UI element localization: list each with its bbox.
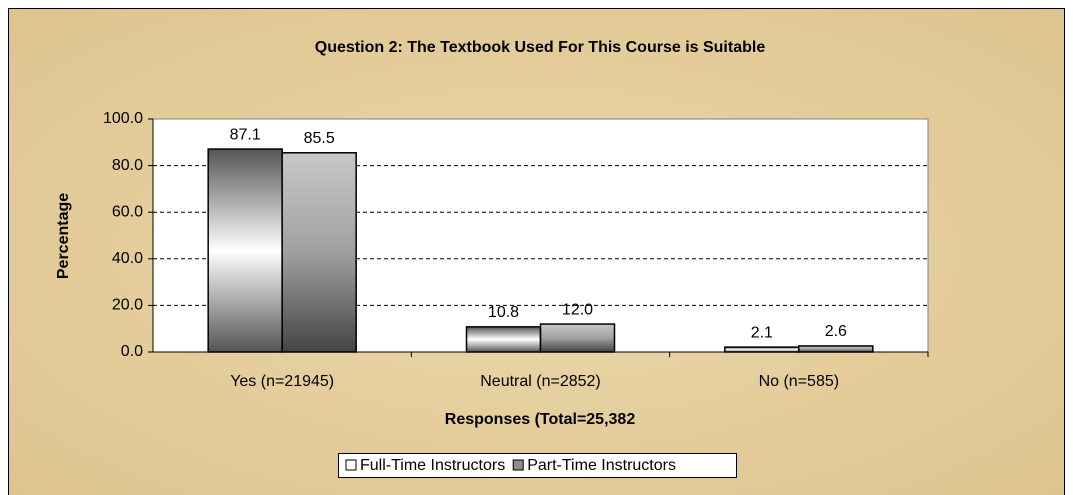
bar: [724, 346, 800, 353]
bar: [281, 152, 357, 353]
y-tick-label: 0.0: [121, 343, 143, 360]
bar: [539, 323, 616, 353]
legend-label: Full-Time Instructors: [360, 457, 505, 474]
legend-label: Part-Time Instructors: [527, 457, 676, 474]
data-label: 85.5: [304, 130, 335, 147]
chart-title: Question 2: The Textbook Used For This C…: [315, 39, 766, 56]
data-label: 2.1: [751, 324, 773, 341]
y-tick-label: 60.0: [112, 203, 143, 220]
y-tick-label: 40.0: [112, 250, 143, 267]
y-axis-label: Percentage: [55, 193, 72, 279]
bar: [207, 148, 283, 353]
x-axis-label: Responses (Total=25,382: [445, 411, 636, 428]
y-tick-label: 20.0: [112, 297, 143, 314]
y-tick-label: 100.0: [103, 110, 143, 127]
legend-swatch: [512, 459, 524, 471]
data-label: 12.0: [562, 301, 593, 318]
bar: [465, 326, 542, 353]
x-tick-label: Neutral (n=2852): [480, 373, 601, 390]
data-label: 87.1: [230, 126, 261, 143]
bar: [798, 345, 874, 353]
x-tick-label: No (n=585): [759, 373, 840, 390]
legend-swatch: [345, 459, 357, 471]
data-label: 2.6: [825, 323, 847, 340]
x-tick-label: Yes (n=21945): [230, 373, 334, 390]
legend: [338, 453, 737, 478]
data-label: 10.8: [488, 304, 519, 321]
y-tick-label: 80.0: [112, 157, 143, 174]
